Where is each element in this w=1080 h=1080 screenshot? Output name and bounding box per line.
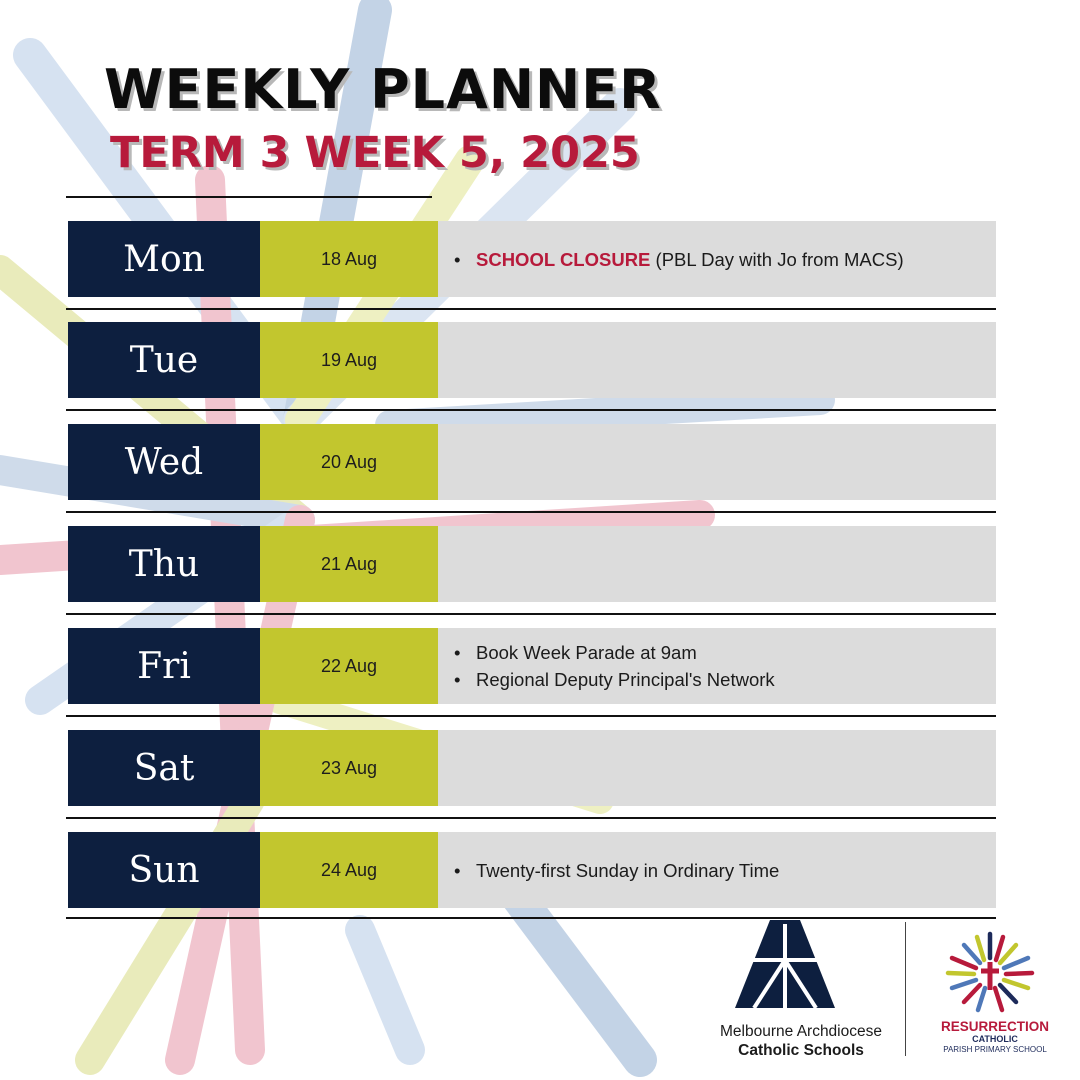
event-item: Book Week Parade at 9am: [454, 639, 996, 666]
day-row-tue: Tue 19 Aug: [68, 322, 996, 398]
row-divider: [66, 917, 996, 919]
resurrection-sunburst-icon: [945, 931, 1035, 1013]
macs-logo-text: Melbourne Archdiocese Catholic Schools: [670, 1022, 932, 1060]
resurrection-catholic: CATHOLIC: [972, 1034, 1018, 1044]
day-row-fri: Fri 22 Aug Book Week Parade at 9am Regio…: [68, 628, 996, 704]
day-row-mon: Mon 18 Aug SCHOOL CLOSURE (PBL Day with …: [68, 221, 996, 297]
event-item: Regional Deputy Principal's Network: [454, 666, 996, 693]
day-row-sat: Sat 23 Aug: [68, 730, 996, 806]
date-label: 24 Aug: [260, 832, 438, 908]
logo-divider: [905, 922, 906, 1056]
events-cell: SCHOOL CLOSURE (PBL Day with Jo from MAC…: [438, 221, 996, 297]
event-text: (PBL Day with Jo from MACS): [650, 248, 904, 270]
day-label: Tue: [68, 322, 260, 398]
resurrection-parish: PARISH PRIMARY SCHOOL: [943, 1045, 1047, 1054]
events-cell: Book Week Parade at 9am Regional Deputy …: [438, 628, 996, 704]
event-highlight: SCHOOL CLOSURE: [476, 248, 651, 270]
macs-name-line2: Catholic Schools: [738, 1042, 864, 1059]
date-label: 18 Aug: [260, 221, 438, 297]
date-label: 19 Aug: [260, 322, 438, 398]
date-label: 22 Aug: [260, 628, 438, 704]
events-cell: [438, 424, 996, 500]
term-week-subtitle: TERM 3 WEEK 5, 2025: [110, 128, 640, 178]
row-divider: [66, 409, 996, 411]
date-label: 21 Aug: [260, 526, 438, 602]
row-divider: [66, 715, 996, 717]
row-divider: [66, 613, 996, 615]
day-label: Wed: [68, 424, 260, 500]
day-label: Sat: [68, 730, 260, 806]
day-row-wed: Wed 20 Aug: [68, 424, 996, 500]
macs-logo-icon: [735, 920, 835, 1010]
day-row-sun: Sun 24 Aug Twenty-first Sunday in Ordina…: [68, 832, 996, 908]
day-label: Thu: [68, 526, 260, 602]
page-title: WEEKLY PLANNER: [104, 58, 662, 121]
events-cell: [438, 730, 996, 806]
events-cell: [438, 526, 996, 602]
row-divider: [66, 817, 996, 819]
title-divider: [66, 196, 432, 198]
day-row-thu: Thu 21 Aug: [68, 526, 996, 602]
date-label: 20 Aug: [260, 424, 438, 500]
date-label: 23 Aug: [260, 730, 438, 806]
events-cell: [438, 322, 996, 398]
day-label: Fri: [68, 628, 260, 704]
macs-name-line1: Melbourne Archdiocese: [720, 1023, 882, 1040]
event-item: SCHOOL CLOSURE (PBL Day with Jo from MAC…: [454, 246, 996, 273]
row-divider: [66, 308, 996, 310]
resurrection-name: RESURRECTION: [940, 1019, 1049, 1034]
event-item: Twenty-first Sunday in Ordinary Time: [454, 857, 996, 884]
resurrection-logo-text: RESURRECTION CATHOLIC PARISH PRIMARY SCH…: [915, 1019, 1075, 1055]
events-cell: Twenty-first Sunday in Ordinary Time: [438, 832, 996, 908]
day-label: Sun: [68, 832, 260, 908]
day-label: Mon: [68, 221, 260, 297]
row-divider: [66, 511, 996, 513]
